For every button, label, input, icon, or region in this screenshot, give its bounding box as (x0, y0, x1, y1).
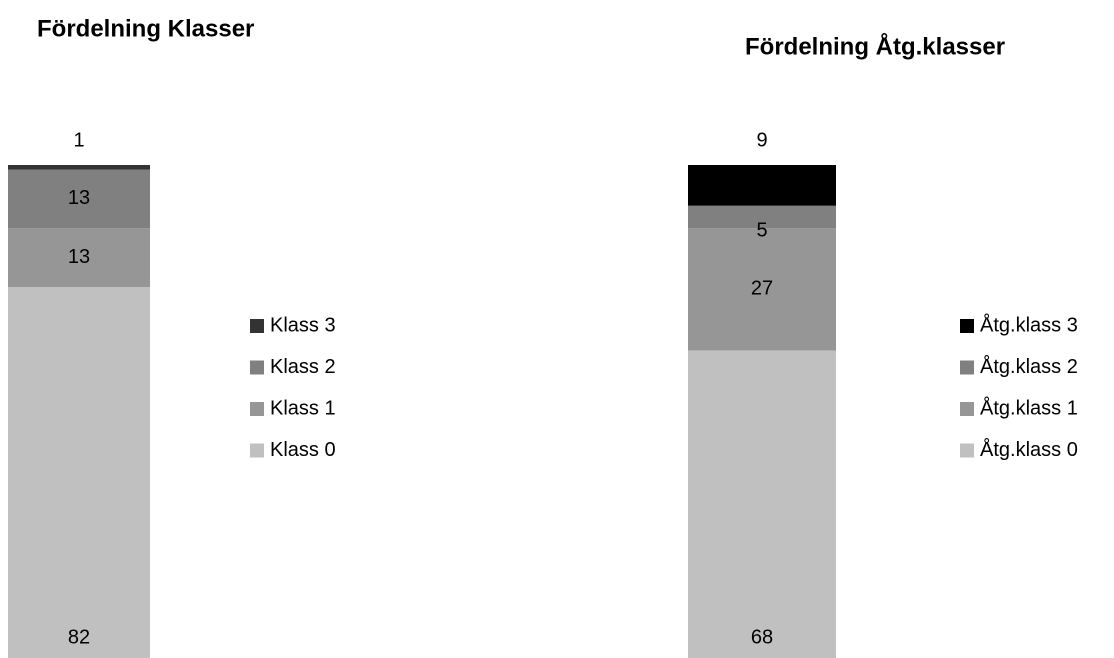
bar-segment (688, 350, 836, 658)
legend-swatch (960, 360, 974, 375)
legend-swatch (960, 319, 974, 333)
data-label: 82 (68, 626, 90, 648)
data-label: 13 (68, 246, 90, 268)
legend-label: Klass 0 (270, 439, 336, 461)
bar-segment (688, 228, 836, 351)
data-label: 68 (751, 626, 773, 648)
legend-label: Klass 1 (270, 397, 336, 419)
legend-label: Klass 2 (270, 356, 336, 378)
data-label: 13 (68, 187, 90, 209)
data-label: 9 (756, 129, 767, 151)
bar-segment (688, 165, 836, 206)
legend-label: Åtg.klass 3 (980, 313, 1078, 336)
data-label: 5 (756, 220, 767, 242)
legend-label: Åtg.klass 0 (980, 438, 1078, 461)
chart-title: Fördelning Åtg.klasser (745, 32, 1005, 60)
bar-segment (8, 228, 150, 288)
legend-swatch (250, 319, 264, 333)
bar-segment (8, 287, 150, 658)
legend-label: Åtg.klass 2 (980, 355, 1078, 378)
data-label: 27 (751, 278, 773, 300)
legend-swatch (960, 443, 974, 458)
bar-segment (8, 169, 150, 229)
legend-swatch (960, 402, 974, 416)
legend-swatch (250, 360, 264, 375)
data-label: 1 (73, 129, 84, 151)
bar-segment (8, 165, 150, 170)
legend-label: Klass 3 (270, 314, 336, 336)
legend-swatch (250, 402, 264, 416)
legend-swatch (250, 443, 264, 458)
legend-label: Åtg.klass 1 (980, 396, 1078, 419)
bar-segment (688, 205, 836, 229)
chart-title: Fördelning Klasser (37, 15, 254, 42)
